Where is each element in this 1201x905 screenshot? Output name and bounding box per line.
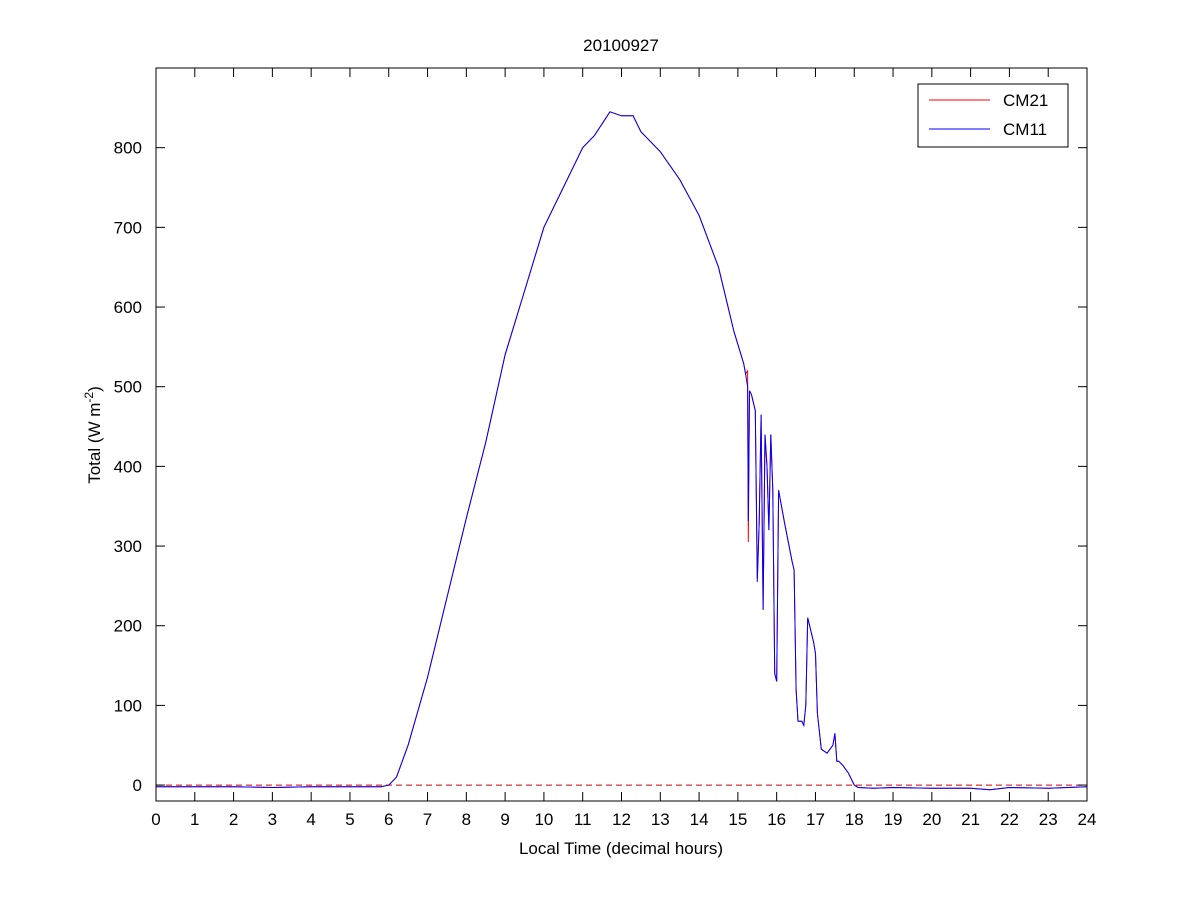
y-tick-label: 400 [114, 457, 142, 476]
x-tick-label: 16 [767, 810, 786, 829]
x-tick-label: 18 [845, 810, 864, 829]
y-tick-label: 700 [114, 218, 142, 237]
legend-label-cm11: CM11 [1003, 120, 1047, 139]
legend-box [917, 83, 1069, 148]
y-axis-label-main: Total (W m [85, 403, 104, 484]
x-tick-label: 3 [268, 810, 277, 829]
x-tick-label: 13 [651, 810, 670, 829]
series-line-cm11 [156, 111, 1088, 791]
y-axis-label: Total (W m-2) [82, 386, 104, 484]
y-axis-label-close: ) [85, 386, 104, 392]
x-tick-label: 4 [306, 810, 315, 829]
x-tick-label: 24 [1078, 810, 1097, 829]
x-tick-label: 12 [612, 810, 631, 829]
y-tick-label: 200 [114, 617, 142, 636]
y-tick-label: 500 [114, 378, 142, 397]
chart-title: 20100927 [583, 36, 659, 55]
y-tick-label: 600 [114, 298, 142, 317]
x-tick-label: 15 [728, 810, 747, 829]
y-axis-label-sup: -2 [82, 392, 96, 403]
x-tick-label: 11 [574, 810, 592, 829]
x-tick-label: 9 [500, 810, 509, 829]
x-tick-label: 10 [534, 810, 553, 829]
legend-label-cm21: CM21 [1003, 91, 1048, 110]
x-tick-label: 8 [462, 810, 471, 829]
x-tick-label: 5 [345, 810, 354, 829]
x-tick-label: 6 [384, 810, 393, 829]
x-axis-label: Local Time (decimal hours) [519, 839, 723, 858]
legend: CM21 CM11 [917, 83, 1069, 148]
x-tick-label: 17 [806, 810, 825, 829]
x-tick-label: 23 [1039, 810, 1058, 829]
x-tick-label: 22 [1000, 810, 1019, 829]
x-tick-label: 1 [190, 810, 199, 829]
x-tick-label: 21 [961, 810, 980, 829]
y-tick-label: 100 [114, 696, 142, 715]
x-tick-label: 14 [690, 810, 709, 829]
x-tick-label: 20 [922, 810, 941, 829]
x-tick-label: 7 [423, 810, 432, 829]
x-tick-label: 19 [884, 810, 903, 829]
y-tick-label: 800 [114, 139, 142, 158]
y-tick-label: 300 [114, 537, 142, 556]
y-tick-label: 0 [133, 776, 142, 795]
x-tick-label: 2 [229, 810, 238, 829]
x-tick-label: 0 [151, 810, 160, 829]
